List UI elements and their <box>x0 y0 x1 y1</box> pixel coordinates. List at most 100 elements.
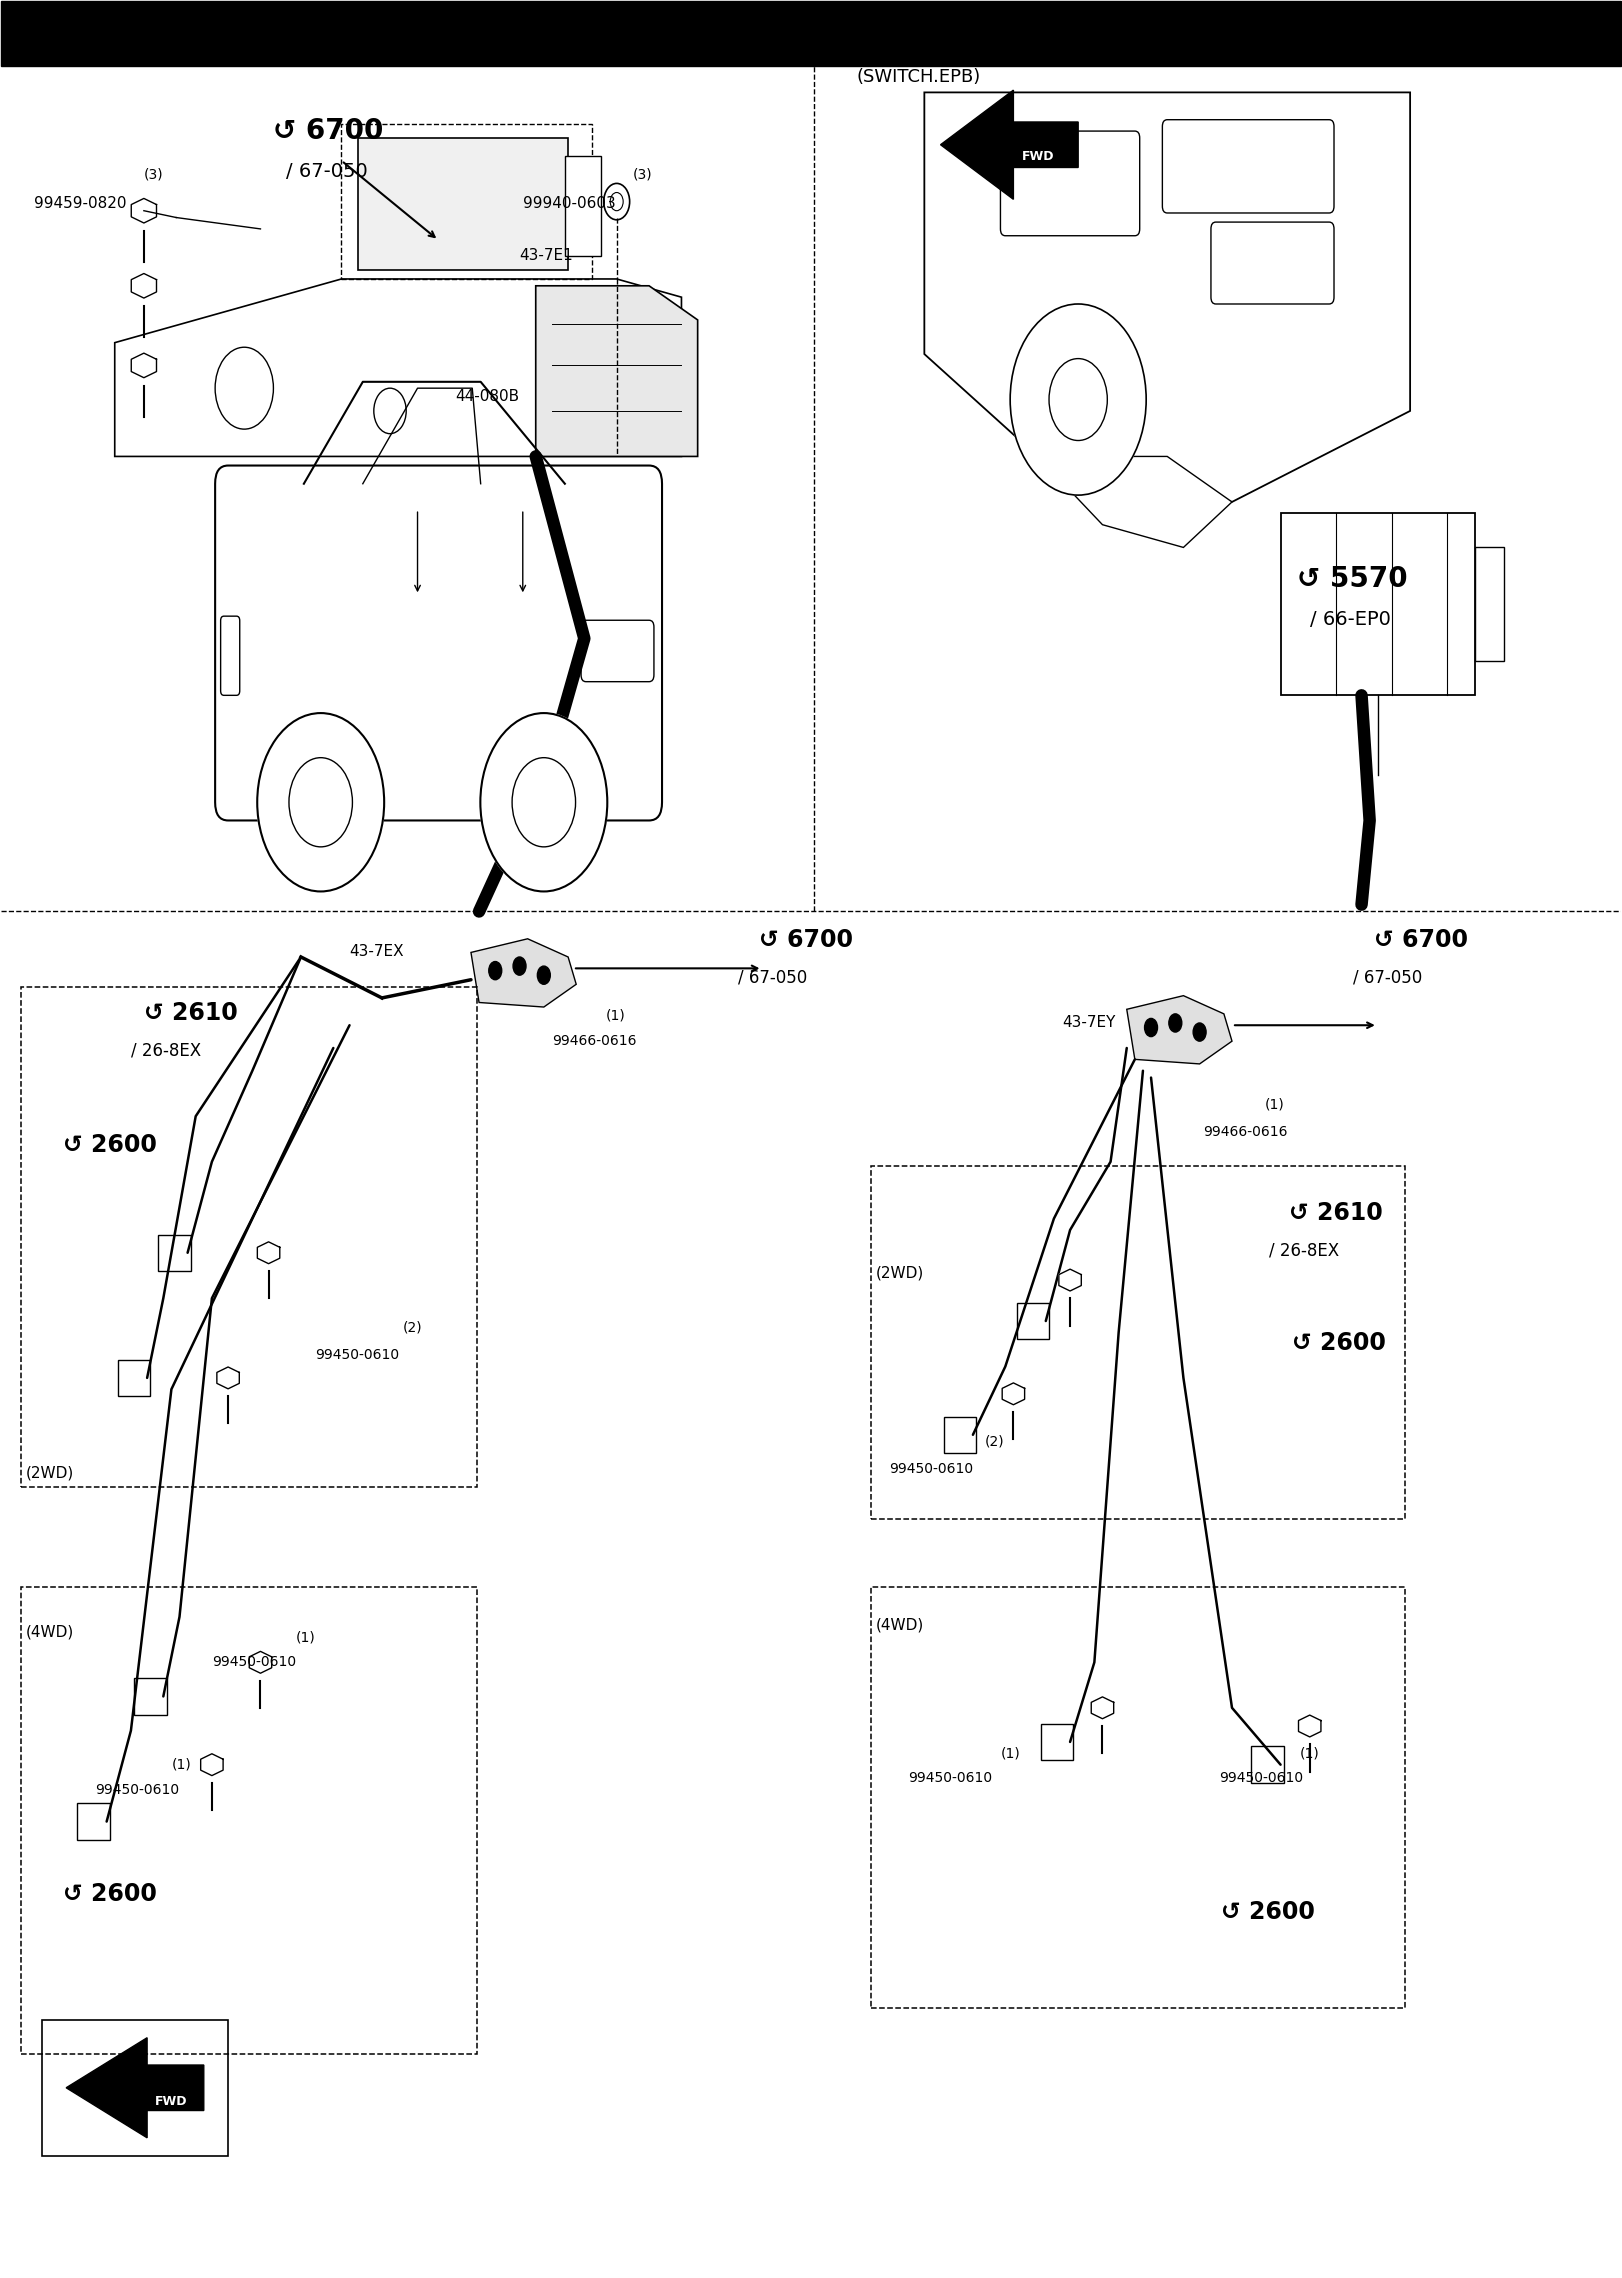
Text: 99450-0610: 99450-0610 <box>212 1656 295 1670</box>
Polygon shape <box>1002 1383 1025 1406</box>
Polygon shape <box>1299 1715 1320 1736</box>
Bar <box>159 1235 191 1271</box>
Text: / 67-050: / 67-050 <box>287 162 368 182</box>
Text: ↺ 6700: ↺ 6700 <box>274 116 384 146</box>
Text: / 66-EP0: / 66-EP0 <box>1309 611 1390 629</box>
Polygon shape <box>1092 1697 1114 1718</box>
Bar <box>21 986 477 1488</box>
Text: (SWITCH.EPB): (SWITCH.EPB) <box>856 68 981 87</box>
Circle shape <box>537 966 550 984</box>
Bar <box>341 125 592 278</box>
Text: (2WD): (2WD) <box>876 1264 925 1280</box>
Text: 99450-0610: 99450-0610 <box>96 1784 180 1797</box>
Text: (4WD): (4WD) <box>26 1624 75 1640</box>
Bar <box>944 1417 976 1453</box>
Text: 99940-0603: 99940-0603 <box>522 196 615 210</box>
Text: ↺ 2600: ↺ 2600 <box>63 1882 157 1907</box>
Circle shape <box>1145 1018 1158 1036</box>
Circle shape <box>216 346 274 428</box>
Text: / 26-8EX: / 26-8EX <box>131 1041 201 1059</box>
Text: (1): (1) <box>1299 1747 1320 1761</box>
Polygon shape <box>1059 1269 1082 1292</box>
Text: (2WD): (2WD) <box>26 1465 75 1481</box>
Polygon shape <box>131 198 156 223</box>
Polygon shape <box>1038 456 1233 547</box>
Text: 99450-0610: 99450-0610 <box>908 1772 993 1786</box>
Circle shape <box>373 387 406 433</box>
Bar <box>1252 1747 1283 1784</box>
Text: 99450-0610: 99450-0610 <box>1220 1772 1302 1786</box>
Circle shape <box>513 957 526 975</box>
Text: (2): (2) <box>985 1435 1004 1449</box>
Polygon shape <box>258 1242 279 1264</box>
Circle shape <box>603 185 629 219</box>
Text: (3): (3) <box>633 166 652 182</box>
Polygon shape <box>217 1367 240 1390</box>
Bar <box>78 1804 110 1841</box>
Polygon shape <box>941 91 1079 200</box>
Polygon shape <box>67 2039 204 2137</box>
Bar <box>42 2021 229 2155</box>
Text: / 67-050: / 67-050 <box>738 968 808 986</box>
FancyBboxPatch shape <box>581 620 654 681</box>
Circle shape <box>258 713 384 891</box>
Bar <box>1281 513 1474 695</box>
Circle shape <box>1169 1014 1182 1032</box>
Text: ↺ 2600: ↺ 2600 <box>63 1132 157 1157</box>
FancyBboxPatch shape <box>216 465 662 820</box>
Text: 43-7EX: 43-7EX <box>349 945 404 959</box>
Text: 43-7E1: 43-7E1 <box>519 248 573 262</box>
Text: ↺ 2610: ↺ 2610 <box>144 1002 238 1025</box>
Circle shape <box>480 713 607 891</box>
Bar <box>1041 1724 1074 1761</box>
Bar <box>21 1588 477 2055</box>
Text: ↺ 5570: ↺ 5570 <box>1296 565 1408 592</box>
Text: ↺ 2610: ↺ 2610 <box>1288 1201 1382 1226</box>
FancyBboxPatch shape <box>221 615 240 695</box>
FancyBboxPatch shape <box>1163 121 1333 212</box>
Text: 99466-0616: 99466-0616 <box>551 1034 636 1048</box>
Bar <box>2 2 1620 66</box>
Polygon shape <box>470 939 576 1007</box>
Text: / 67-050: / 67-050 <box>1353 968 1422 986</box>
Bar <box>871 1588 1405 2009</box>
FancyBboxPatch shape <box>1001 132 1140 235</box>
Polygon shape <box>201 1754 224 1775</box>
Text: / 26-8EX: / 26-8EX <box>1270 1242 1340 1260</box>
Polygon shape <box>250 1652 271 1674</box>
Text: ↺ 6700: ↺ 6700 <box>1374 929 1468 952</box>
Polygon shape <box>1127 995 1233 1064</box>
Polygon shape <box>535 285 697 456</box>
Text: (1): (1) <box>605 1009 624 1023</box>
Text: 99450-0610: 99450-0610 <box>316 1349 399 1362</box>
Circle shape <box>1194 1023 1207 1041</box>
Text: 99450-0610: 99450-0610 <box>889 1462 973 1476</box>
Circle shape <box>1011 303 1147 494</box>
Bar <box>1017 1303 1049 1339</box>
Text: ↺ 2600: ↺ 2600 <box>1221 1900 1314 1925</box>
Text: FWD: FWD <box>1022 150 1054 164</box>
Polygon shape <box>131 353 156 378</box>
Text: (2): (2) <box>402 1321 423 1335</box>
Circle shape <box>488 961 501 980</box>
Text: ↺ 2600: ↺ 2600 <box>1291 1330 1385 1355</box>
Bar <box>135 1679 167 1715</box>
Polygon shape <box>925 93 1410 501</box>
Text: (1): (1) <box>1001 1747 1020 1761</box>
Text: (1): (1) <box>172 1759 191 1772</box>
Text: 44-080B: 44-080B <box>454 390 519 403</box>
FancyBboxPatch shape <box>1212 221 1333 303</box>
Bar <box>1474 547 1504 661</box>
Text: (4WD): (4WD) <box>876 1617 925 1633</box>
Text: FWD: FWD <box>156 2096 188 2107</box>
Text: ↺ 6700: ↺ 6700 <box>759 929 853 952</box>
Bar <box>564 157 600 255</box>
Bar <box>871 1166 1405 1519</box>
Bar <box>357 139 568 269</box>
Bar <box>118 1360 151 1396</box>
Text: (1): (1) <box>297 1631 316 1645</box>
Text: (1): (1) <box>1265 1098 1285 1112</box>
Text: 99466-0616: 99466-0616 <box>1204 1125 1288 1139</box>
Text: 43-7EY: 43-7EY <box>1062 1014 1116 1030</box>
Polygon shape <box>131 273 156 298</box>
